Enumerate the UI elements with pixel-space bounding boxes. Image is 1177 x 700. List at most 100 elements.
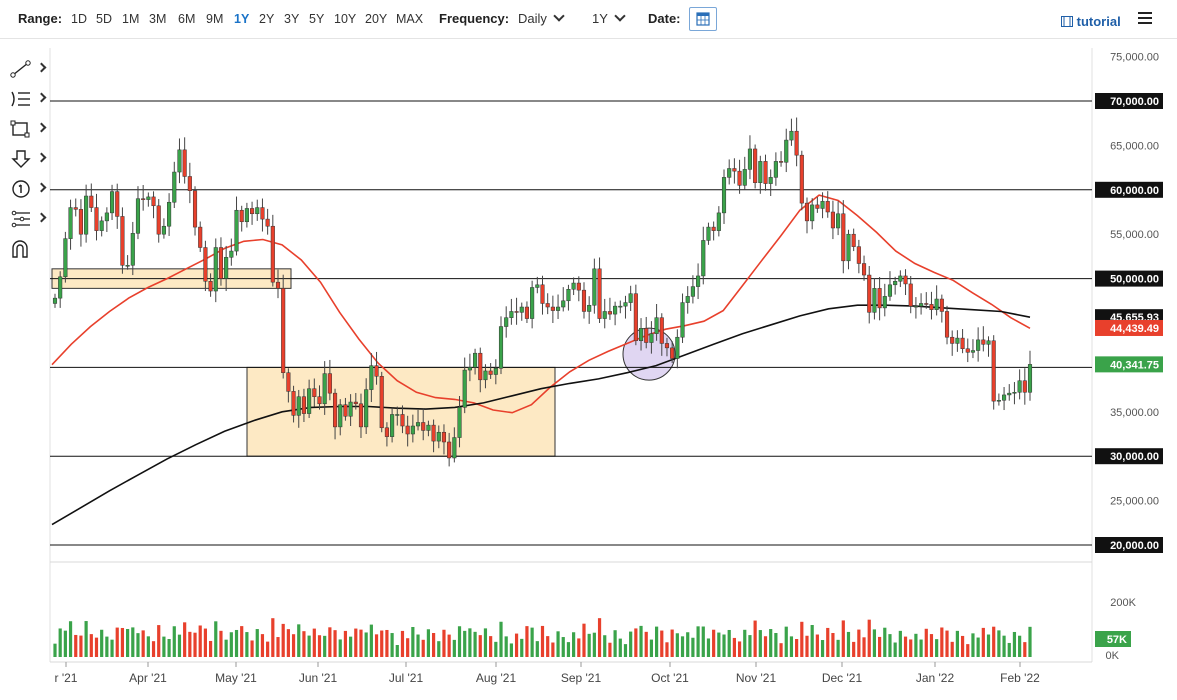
volume-bar bbox=[748, 635, 752, 657]
volume-bar bbox=[914, 633, 918, 657]
candle-body bbox=[690, 286, 695, 297]
volume-bar bbox=[509, 643, 513, 657]
candle-body bbox=[898, 275, 903, 282]
candle-body bbox=[836, 213, 841, 229]
volume-bar bbox=[84, 621, 88, 657]
candle-body bbox=[161, 225, 166, 235]
candle-body bbox=[950, 336, 955, 344]
x-tick-label: Oct '21 bbox=[651, 671, 689, 685]
candle-body bbox=[981, 339, 986, 345]
range-10y[interactable]: 10Y bbox=[334, 12, 357, 26]
candle-body bbox=[638, 328, 644, 342]
magnet-tool[interactable] bbox=[8, 238, 46, 260]
rectangle-tool[interactable] bbox=[8, 118, 47, 140]
range-20y[interactable]: 20Y bbox=[365, 12, 388, 26]
y-tick-label: 75,000.00 bbox=[1110, 52, 1159, 64]
candle-body bbox=[919, 303, 924, 307]
candle-body bbox=[99, 220, 104, 231]
volume-bar bbox=[406, 638, 410, 657]
line-draw-tool[interactable] bbox=[8, 58, 47, 80]
volume-bar bbox=[960, 635, 965, 657]
volume-bar bbox=[105, 636, 109, 657]
price-tags: 70,000.00 60,000.00 50,000.00 30,000.00 20,0… bbox=[1095, 93, 1163, 647]
volume-bar bbox=[836, 639, 840, 657]
x-tick-label: Nov '21 bbox=[736, 671, 777, 685]
volume-bar bbox=[421, 639, 425, 657]
candle-body bbox=[493, 368, 498, 375]
candle-body bbox=[799, 154, 804, 204]
range-5d[interactable]: 5D bbox=[96, 12, 112, 26]
range-1y[interactable]: 1Y bbox=[234, 12, 250, 26]
volume-bar bbox=[846, 631, 851, 657]
candle-body bbox=[115, 191, 120, 217]
candle-body bbox=[208, 281, 213, 292]
candle-body bbox=[498, 326, 504, 369]
volume-bar bbox=[986, 634, 991, 657]
candle-body bbox=[794, 130, 799, 156]
volume-bar bbox=[546, 636, 550, 657]
candle-body bbox=[742, 169, 747, 186]
magnet-icon bbox=[12, 240, 28, 258]
candle-body bbox=[649, 333, 654, 343]
annotation-tool[interactable] bbox=[8, 178, 47, 200]
fibonacci-tool[interactable] bbox=[8, 88, 47, 110]
volume-bar bbox=[893, 642, 897, 657]
candle-body bbox=[172, 171, 177, 203]
candle-body bbox=[317, 396, 322, 405]
volume-bar bbox=[349, 636, 353, 657]
range-max[interactable]: MAX bbox=[396, 12, 424, 26]
range-1d[interactable]: 1D bbox=[71, 12, 87, 26]
calendar-button[interactable] bbox=[689, 7, 717, 31]
frequency-dropdown[interactable]: Daily bbox=[518, 10, 565, 26]
x-tick-label: Jan '22 bbox=[916, 671, 955, 685]
candle-body bbox=[820, 201, 825, 209]
candle-body bbox=[711, 226, 716, 231]
candle-body bbox=[659, 317, 664, 344]
volume-tick-label: 0K bbox=[1106, 650, 1120, 662]
ma-fast-tag: 44,439.49 bbox=[1110, 323, 1159, 335]
x-tick-label: Sep '21 bbox=[561, 671, 602, 685]
candle-body bbox=[592, 268, 597, 306]
volume-bar bbox=[323, 635, 327, 657]
hamburger-menu-icon[interactable] bbox=[1138, 12, 1152, 24]
candle-body bbox=[218, 247, 224, 279]
tutorial-link[interactable]: tutorial bbox=[1061, 14, 1121, 29]
pitchfork-tool[interactable] bbox=[8, 208, 47, 230]
volume-bar bbox=[644, 631, 648, 657]
candle-body bbox=[203, 247, 208, 282]
period-dropdown[interactable]: 1Y bbox=[592, 10, 626, 26]
volume-bar bbox=[136, 633, 140, 657]
candle-body bbox=[198, 226, 203, 248]
volume-bar bbox=[68, 621, 73, 657]
range-9m[interactable]: 9M bbox=[206, 12, 224, 26]
candle-body bbox=[623, 302, 628, 307]
range-1m[interactable]: 1M bbox=[122, 12, 140, 26]
price-chart[interactable]: 75,000.00 65,000.00 55,000.00 35,000.00 25,0… bbox=[0, 40, 1177, 700]
range-3y[interactable]: 3Y bbox=[284, 12, 300, 26]
range-3m[interactable]: 3M bbox=[149, 12, 167, 26]
candle-body bbox=[872, 288, 877, 313]
candle-body bbox=[514, 311, 519, 313]
volume-bar bbox=[872, 629, 877, 657]
volume-bar bbox=[452, 639, 456, 657]
volume-bar bbox=[307, 635, 311, 657]
volume-bar bbox=[489, 636, 493, 657]
volume-bar bbox=[473, 631, 477, 657]
candle-body bbox=[415, 422, 421, 427]
range-2y[interactable]: 2Y bbox=[259, 12, 275, 26]
candle-body bbox=[887, 284, 893, 297]
candle-body bbox=[1012, 392, 1017, 394]
candle-body bbox=[768, 177, 773, 184]
volume-bar bbox=[312, 628, 316, 657]
candle-body bbox=[867, 274, 872, 313]
range-6m[interactable]: 6M bbox=[178, 12, 196, 26]
arrow-tool[interactable] bbox=[8, 148, 47, 170]
pitchfork-icon bbox=[11, 210, 30, 228]
last-price-tag-bg bbox=[1095, 356, 1163, 373]
volume-bar bbox=[805, 635, 809, 657]
range-5y[interactable]: 5Y bbox=[309, 12, 325, 26]
volume-bar bbox=[79, 635, 83, 657]
volume-bar bbox=[317, 635, 322, 657]
volume-bar bbox=[696, 626, 700, 657]
volume-bar bbox=[343, 630, 348, 657]
